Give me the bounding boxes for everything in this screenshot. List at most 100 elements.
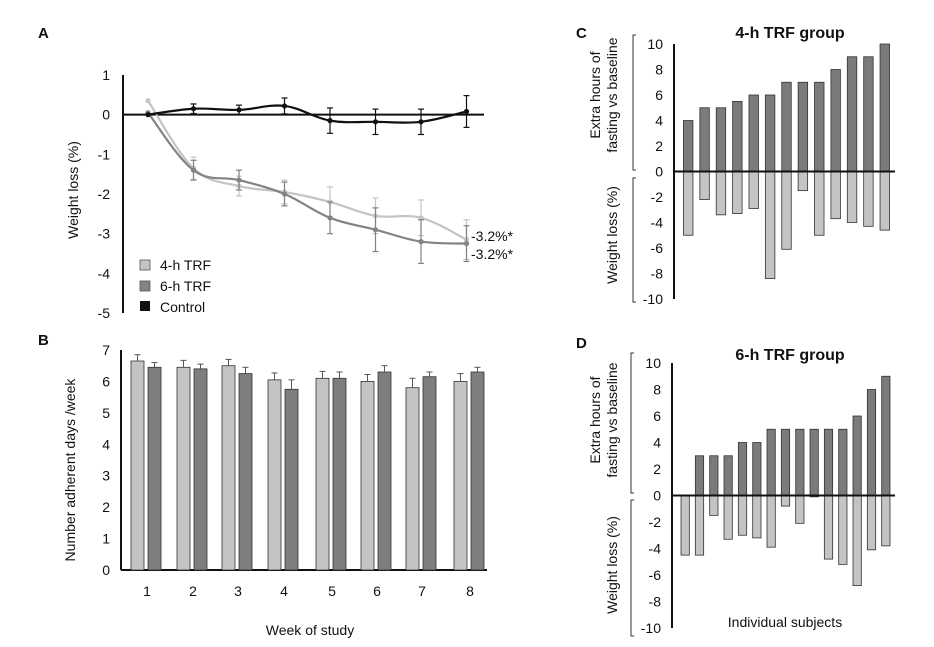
- panel-c-bar-weight: [814, 171, 825, 236]
- panel-d-bar-weight: [752, 495, 762, 539]
- panel-b-bar-4h: [267, 379, 282, 571]
- panel-b-bar-4h: [221, 365, 236, 571]
- panel-c-ytick-label: -4: [651, 215, 664, 231]
- panel-d-bar-weight: [680, 495, 690, 556]
- panel-c-ylabel-top-2: fasting vs baseline: [604, 37, 620, 152]
- panel-b-xlabel: Week of study: [266, 622, 354, 638]
- panel-b-ytick-label: 3: [102, 468, 110, 484]
- panel-c-bar-weight: [732, 171, 743, 214]
- panel-c-plot: 10 8 6 4 2 0 -2 -4 -6 -8 -10: [643, 36, 895, 307]
- legend-label-control: Control: [160, 299, 205, 315]
- panel-d-bar-weight: [838, 495, 848, 565]
- panel-d-ytick-label: 2: [653, 461, 661, 477]
- panel-d-bar-weight: [780, 495, 791, 507]
- panel-c-bar-hours: [863, 56, 874, 172]
- panel-d-ytick-label: -8: [649, 594, 662, 610]
- panel-b-ytick-label: 2: [102, 499, 110, 515]
- legend-label-4h: 4-h TRF: [160, 257, 211, 273]
- panel-c-title: 4-h TRF group: [735, 25, 845, 42]
- panel-b-bar-6h: [147, 366, 162, 571]
- panel-d-bar-weight: [795, 495, 805, 524]
- panel-c-bar-weight: [830, 171, 841, 220]
- panel-a-ytick-label: -4: [98, 265, 111, 281]
- panel-d-bracket-bottom: [630, 499, 634, 637]
- panel-b-bar-6h: [238, 373, 253, 571]
- panel-d-bar-weight: [723, 495, 733, 540]
- panel-a-plot: 1 0 -1 -2 -3 -4 -5: [98, 67, 484, 321]
- panel-a-point-4h: [418, 215, 424, 221]
- panel-b-bar-4h: [405, 387, 420, 571]
- panel-a-point-control: [418, 119, 424, 125]
- panel-c-bar-weight: [748, 171, 759, 209]
- panel-d-ytick-label: -2: [649, 514, 662, 530]
- panel-c-ytick-label: 2: [655, 138, 663, 154]
- panel-c-bar-weight: [797, 171, 809, 192]
- panel-d-bar-weight: [694, 495, 705, 556]
- panel-b-bar-6h: [470, 371, 485, 571]
- panel-b-letter: B: [38, 332, 49, 349]
- panel-c-bar-weight: [863, 171, 874, 227]
- panel-c-bar-weight: [879, 171, 890, 231]
- panel-d-bar-weight: [823, 495, 834, 560]
- panel-c-ytick-label: -2: [651, 189, 664, 205]
- panel-d-bar-hours: [852, 415, 862, 496]
- panel-d-bar-weight: [737, 495, 748, 536]
- panel-a-letter: A: [38, 25, 49, 42]
- panel-c-bar-weight: [846, 171, 858, 223]
- panel-a-point-control: [327, 118, 333, 124]
- panel-a-point-6h: [327, 215, 333, 221]
- panel-c-bar-weight: [683, 171, 694, 236]
- legend-label-6h: 6-h TRF: [160, 278, 211, 294]
- panel-c-ytick-label: -8: [651, 266, 664, 282]
- panel-a-point-control: [236, 107, 242, 113]
- panel-a-point-6h: [418, 239, 424, 245]
- panel-b-plot: 7 6 5 4 3 2 1 0 1 2 3 4 5 6 7 8: [102, 342, 487, 599]
- panel-b-xtick-label: 1: [143, 583, 151, 599]
- panel-d-ytick-label: -4: [649, 541, 662, 557]
- panel-c-ytick-label: 10: [647, 36, 663, 52]
- panel-b-ytick-label: 4: [102, 436, 110, 452]
- panel-d-bar-hours: [766, 428, 776, 496]
- panel-d-bar-hours: [780, 428, 791, 496]
- panel-d-ytick-label: 4: [653, 435, 661, 451]
- panel-c-ytick-label: -6: [651, 240, 664, 256]
- panel-a-point-6h: [236, 177, 242, 183]
- panel-c-bar-weight: [699, 171, 710, 200]
- panel-d-xlabel: Individual subjects: [728, 614, 842, 630]
- panel-d-ylabel-bottom: Weight loss (%): [604, 516, 620, 614]
- panel-c-bar-weight: [715, 171, 727, 216]
- panel-d-plot: 10 8 6 4 2 0 -2 -4 -6 -8 -10: [641, 355, 895, 636]
- panel-d-bar-weight: [881, 495, 891, 547]
- panel-d-bar-hours: [823, 428, 834, 496]
- panel-d-ylabel-top-1: Extra hours of: [587, 376, 603, 463]
- panel-c-bar-hours: [797, 81, 809, 172]
- panel-a-ytick-label: 1: [102, 67, 110, 83]
- panel-d-ytick-label: 8: [653, 382, 661, 398]
- panel-c-bracket-top: [632, 34, 636, 171]
- panel-b-ytick-label: 1: [102, 531, 110, 547]
- panel-a-ytick-label: 0: [102, 107, 110, 123]
- panel-b-ytick-label: 7: [102, 342, 110, 358]
- panel-b-bar-4h: [315, 377, 330, 571]
- panel-d-bar-hours: [881, 375, 891, 496]
- panel-d-bar-hours: [752, 442, 762, 496]
- panel-c-ylabel-bottom: Weight loss (%): [604, 186, 620, 284]
- panel-c-ytick-label: 4: [655, 113, 663, 129]
- panel-d-bar-weight: [709, 495, 719, 516]
- panel-d-bar-hours: [737, 442, 748, 496]
- panel-c-bar-hours: [748, 94, 759, 172]
- panel-d-bar-hours: [723, 455, 733, 496]
- panel-b-xtick-label: 4: [280, 583, 288, 599]
- panel-b-ytick-label: 0: [102, 562, 110, 578]
- panel-b-ytick-label: 6: [102, 373, 110, 389]
- panel-b-xtick-label: 6: [373, 583, 381, 599]
- panel-b-bar-6h: [377, 371, 392, 571]
- panel-d-bracket-top: [630, 352, 634, 494]
- panel-b-xtick-label: 2: [189, 583, 197, 599]
- panel-a-point-6h: [463, 240, 470, 247]
- panel-a-point-control: [281, 103, 288, 109]
- panel-c-bar-weight: [764, 171, 776, 279]
- panel-b-bar-4h: [130, 360, 145, 571]
- panel-d-bar-hours: [866, 389, 877, 496]
- panel-a-point-control: [190, 106, 197, 112]
